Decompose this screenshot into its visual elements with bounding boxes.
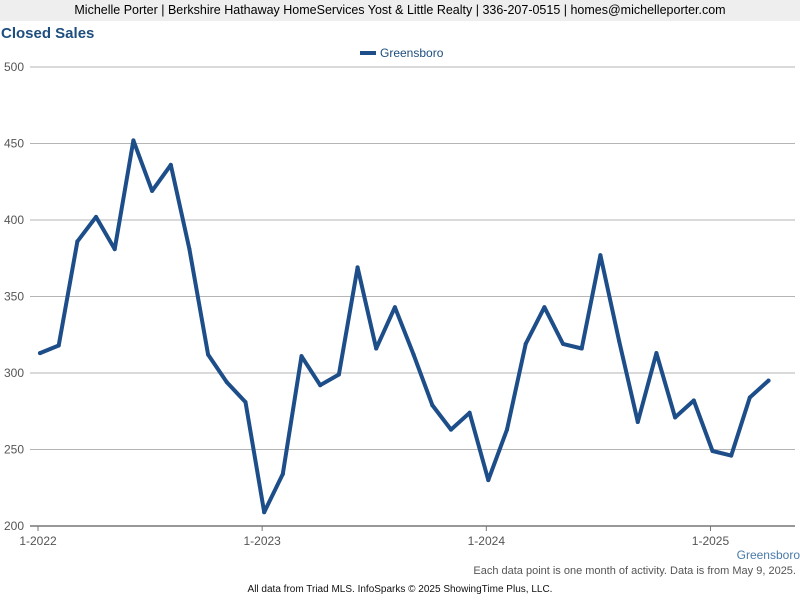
data-point xyxy=(206,352,211,357)
x-tick-label: 1-2025 xyxy=(692,534,730,548)
data-point xyxy=(654,351,659,356)
data-point xyxy=(542,305,547,310)
data-point xyxy=(579,346,584,351)
header-bar: Michelle Porter | Berkshire Hathaway Hom… xyxy=(0,0,800,21)
data-point xyxy=(523,341,528,346)
data-point xyxy=(262,510,267,515)
data-point xyxy=(75,239,80,244)
data-point xyxy=(374,346,379,351)
chart-legend[interactable]: Greensboro xyxy=(360,46,443,60)
legend-swatch xyxy=(360,51,376,55)
data-point xyxy=(635,419,640,424)
data-point xyxy=(392,305,397,310)
data-point xyxy=(691,398,696,403)
data-point xyxy=(617,338,622,343)
data-note: Each data point is one month of activity… xyxy=(473,565,796,577)
data-point xyxy=(299,354,304,359)
data-point xyxy=(94,214,99,219)
legend-label: Greensboro xyxy=(380,46,444,60)
data-point xyxy=(243,400,248,405)
data-point xyxy=(673,415,678,420)
series-line-greensboro xyxy=(38,138,771,515)
data-point xyxy=(729,453,734,458)
y-tick-label: 250 xyxy=(4,443,24,457)
data-point xyxy=(747,395,752,400)
header-contact-text: Michelle Porter | Berkshire Hathaway Hom… xyxy=(74,3,726,17)
data-point xyxy=(112,247,117,252)
data-point xyxy=(280,471,285,476)
y-tick-label: 300 xyxy=(4,366,24,380)
y-tick-label: 500 xyxy=(4,60,24,74)
x-tick-label: 1-2023 xyxy=(243,534,281,548)
y-tick-label: 450 xyxy=(4,137,24,151)
data-point xyxy=(411,352,416,357)
data-point xyxy=(355,265,360,270)
data-point xyxy=(336,372,341,377)
data-point xyxy=(448,427,453,432)
y-tick-label: 350 xyxy=(4,290,24,304)
data-point xyxy=(505,427,509,432)
data-point xyxy=(467,410,472,415)
data-point xyxy=(710,449,715,454)
data-point xyxy=(598,253,603,258)
x-tick-label: 1-2022 xyxy=(19,534,57,548)
data-point xyxy=(150,188,155,193)
data-point xyxy=(561,341,566,346)
data-point xyxy=(486,478,491,483)
data-point xyxy=(318,383,323,388)
y-tick-label: 200 xyxy=(4,519,24,533)
y-tick-label: 400 xyxy=(4,213,24,227)
data-point xyxy=(766,378,771,383)
data-point xyxy=(38,351,42,356)
series-end-label: Greensboro xyxy=(736,548,800,562)
data-point xyxy=(187,247,192,252)
data-point xyxy=(131,138,136,143)
data-point xyxy=(430,403,435,408)
chart-title: Closed Sales xyxy=(1,25,95,42)
footer-credit: All data from Triad MLS. InfoSparks © 20… xyxy=(247,584,553,595)
data-point xyxy=(224,380,229,385)
data-point xyxy=(168,162,173,167)
data-point xyxy=(56,343,61,348)
x-tick-label: 1-2024 xyxy=(468,534,506,548)
